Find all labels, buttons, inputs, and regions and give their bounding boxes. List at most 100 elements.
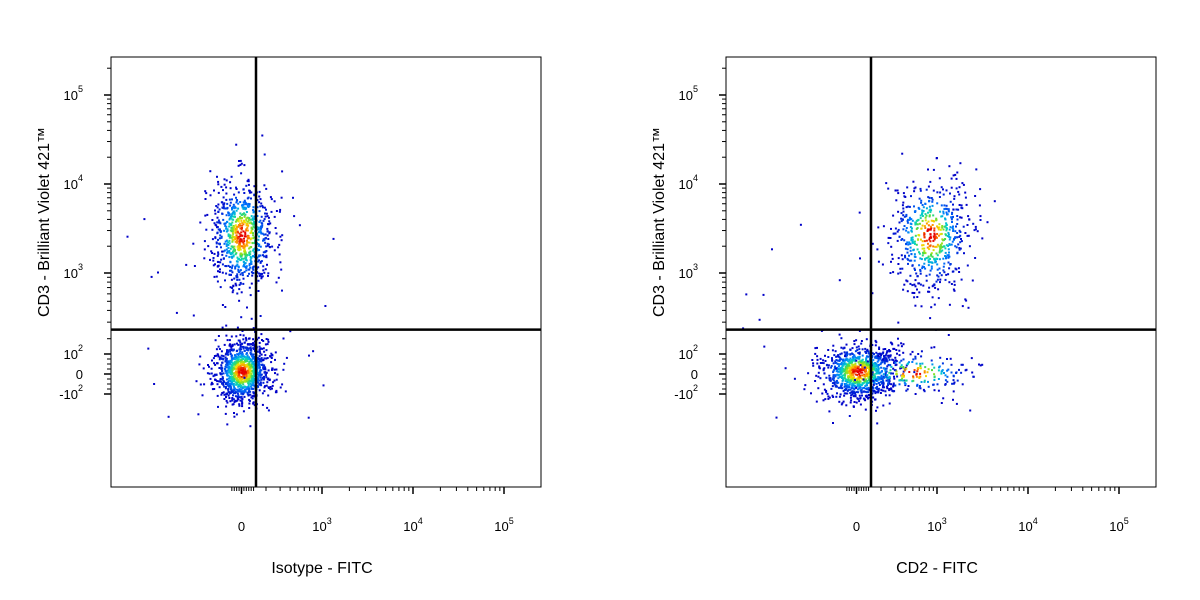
event-dot — [955, 208, 958, 211]
event-dot — [214, 263, 216, 266]
event-dot — [250, 191, 253, 194]
event-dot — [919, 238, 922, 241]
event-dot — [909, 222, 912, 225]
event-dot — [230, 372, 233, 375]
event-dot — [231, 362, 234, 365]
event-dot — [239, 343, 242, 346]
event-dot — [264, 251, 267, 254]
event-dot — [850, 387, 853, 389]
event-dot — [222, 377, 224, 380]
event-dot — [854, 356, 857, 359]
event-dot — [831, 349, 834, 352]
event-dot — [247, 178, 250, 181]
event-dot — [257, 243, 259, 245]
event-dot — [250, 343, 253, 346]
event-dot — [862, 378, 865, 381]
event-dot — [937, 234, 940, 237]
event-dot — [249, 369, 252, 372]
event-dot — [946, 235, 949, 238]
event-dot — [837, 370, 840, 373]
event-dot — [242, 355, 245, 358]
event-dot — [833, 366, 836, 369]
event-dot — [952, 288, 955, 291]
event-dot — [258, 357, 261, 360]
event-dot — [901, 374, 903, 377]
event-dot — [881, 361, 884, 364]
event-dot — [223, 207, 226, 210]
event-dot — [235, 188, 238, 190]
event-dot — [906, 221, 909, 224]
event-dot — [956, 379, 959, 382]
event-dot — [228, 225, 231, 228]
event-dot — [242, 257, 245, 260]
event-dot — [940, 402, 943, 404]
event-dot — [239, 365, 242, 368]
event-dot — [263, 376, 266, 379]
event-dot — [909, 282, 912, 285]
event-dot — [257, 226, 260, 229]
event-dot — [872, 359, 875, 362]
event-dot — [213, 252, 216, 255]
event-dot — [242, 243, 245, 246]
event-dot — [234, 358, 237, 361]
event-dot — [239, 239, 242, 242]
event-dot — [865, 361, 868, 364]
event-dot — [245, 365, 248, 368]
event-dot — [896, 352, 898, 355]
event-dot — [240, 355, 243, 358]
event-dot — [873, 374, 876, 377]
event-dot — [236, 230, 239, 233]
event-dot — [247, 183, 250, 186]
event-dot — [906, 280, 909, 283]
event-dot — [953, 283, 956, 286]
event-dot — [256, 358, 259, 361]
event-dot — [850, 374, 853, 377]
event-dot — [865, 382, 868, 385]
event-dot — [242, 265, 245, 268]
event-dot — [927, 228, 930, 231]
event-dot — [867, 355, 870, 358]
x-tick-label: 104 — [1018, 516, 1037, 534]
event-dot — [233, 236, 236, 239]
event-dot — [939, 210, 942, 213]
event-dot — [924, 216, 927, 219]
event-dot — [225, 334, 228, 337]
event-dot — [252, 391, 255, 394]
event-dot — [887, 384, 889, 387]
event-dot — [244, 249, 246, 252]
event-dot — [831, 359, 834, 361]
event-dot — [226, 339, 229, 342]
event-dot — [898, 235, 901, 238]
event-dot — [238, 372, 241, 375]
event-dot — [966, 234, 969, 237]
event-dot — [245, 207, 247, 210]
event-dot — [259, 358, 262, 361]
event-dot — [213, 388, 216, 390]
event-dot — [884, 369, 887, 372]
event-dot — [250, 353, 252, 356]
event-dot — [225, 385, 227, 388]
event-dot — [875, 357, 878, 360]
event-dot — [848, 386, 851, 389]
event-dot — [919, 257, 922, 260]
event-dot — [927, 380, 929, 383]
event-dot — [210, 367, 213, 370]
event-dot — [225, 198, 228, 201]
event-dot — [231, 291, 234, 294]
event-dot — [231, 397, 234, 400]
event-dot — [257, 364, 260, 367]
event-dot — [284, 390, 287, 393]
event-dot — [251, 370, 254, 372]
event-dot — [906, 257, 909, 260]
event-dot — [231, 365, 233, 368]
event-dot — [267, 272, 270, 275]
event-dot — [902, 214, 905, 217]
event-dot — [957, 267, 960, 270]
event-dot — [218, 386, 221, 389]
event-dot — [235, 361, 238, 364]
event-dot — [264, 268, 267, 271]
event-dot — [237, 367, 240, 370]
event-dot — [906, 220, 909, 222]
event-dot — [887, 354, 890, 357]
event-dot — [915, 243, 918, 246]
